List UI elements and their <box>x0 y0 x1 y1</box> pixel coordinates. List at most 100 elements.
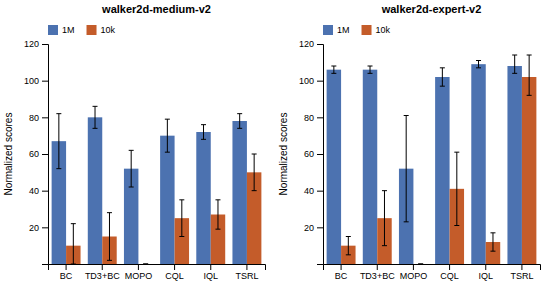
tick-label: TSRL <box>510 271 533 281</box>
title: walker2d-medium-v2 <box>101 3 211 15</box>
error-bars <box>71 154 257 264</box>
legend-label: 10k <box>101 25 116 35</box>
tick-label: IQL <box>478 271 493 281</box>
tick-mark <box>377 264 378 270</box>
legend: 1M 10k <box>48 25 116 35</box>
error-bar <box>368 66 373 73</box>
error-bar <box>346 237 351 255</box>
error-bar <box>129 150 134 187</box>
tick: IQL <box>478 264 493 281</box>
legend-item: 10k <box>87 25 116 35</box>
tick-mark <box>174 264 175 270</box>
bar <box>232 121 246 264</box>
tick-mark <box>341 264 342 270</box>
tick-label: 100 <box>24 76 39 86</box>
tick: 120 <box>299 39 323 49</box>
legend-swatch <box>362 25 372 35</box>
tick-mark <box>413 264 414 270</box>
error-bar <box>215 200 220 229</box>
legend-item: 1M <box>323 25 350 35</box>
error-bar <box>237 114 242 129</box>
tick-label: 40 <box>304 186 314 196</box>
bar <box>413 264 427 265</box>
legend-item: 10k <box>362 25 391 35</box>
tick-mark <box>485 264 486 270</box>
x-axis: BCTD3+BCMOPOCQLIQLTSRL <box>324 264 541 281</box>
tick: TSRL <box>235 264 258 281</box>
tick: MOPO <box>400 264 428 281</box>
tick: TD3+BC <box>85 264 120 281</box>
tick-mark <box>317 191 323 192</box>
tick-label: 20 <box>304 223 314 233</box>
title: walker2d-expert-v2 <box>381 3 482 15</box>
tick-label: 80 <box>29 113 39 123</box>
y-axis: 20 40 60 80 100 120 <box>24 39 49 264</box>
tick-mark <box>210 264 211 270</box>
axis-line <box>317 45 324 265</box>
error-bar <box>490 233 495 251</box>
tick: 20 <box>29 223 48 233</box>
tick-label: 120 <box>299 39 314 49</box>
error-bar <box>56 114 61 169</box>
tick-label: 120 <box>24 39 39 49</box>
error-bar <box>165 119 170 152</box>
error-bar <box>331 66 336 73</box>
bar-series <box>52 117 247 264</box>
error-bar <box>527 55 532 95</box>
tick: 60 <box>29 149 48 159</box>
axis-line <box>42 45 49 265</box>
tick: BC <box>335 264 348 281</box>
tick: 120 <box>24 39 48 49</box>
tick-mark <box>317 117 323 118</box>
tick-mark <box>42 191 48 192</box>
error-bar <box>382 191 387 246</box>
error-bar <box>454 152 459 225</box>
bar-series <box>327 64 522 264</box>
tick-label: 40 <box>29 186 39 196</box>
tick-label: IQL <box>203 271 218 281</box>
tick: 80 <box>304 113 323 123</box>
tick-mark <box>42 154 48 155</box>
tick-label: 60 <box>304 149 314 159</box>
legend-swatch <box>323 25 333 35</box>
axis-line <box>49 265 266 271</box>
tick-mark <box>317 44 323 45</box>
tick: 80 <box>29 113 48 123</box>
tick-mark <box>449 264 450 270</box>
tick: TSRL <box>510 264 533 281</box>
tick-mark <box>42 227 48 228</box>
bar <box>138 264 152 265</box>
tick-label: 60 <box>29 149 39 159</box>
tick-mark <box>246 264 247 270</box>
error-bars <box>331 55 517 222</box>
tick-mark <box>66 264 67 270</box>
bar <box>471 64 485 264</box>
tick-mark <box>317 81 323 82</box>
tick: 60 <box>304 149 323 159</box>
x-axis: BCTD3+BCMOPOCQLIQLTSRL <box>49 264 266 281</box>
legend-label: 1M <box>62 25 75 35</box>
bar <box>327 70 341 264</box>
tick: TD3+BC <box>360 264 395 281</box>
tick: 100 <box>299 76 323 86</box>
legend-swatch <box>87 25 97 35</box>
legend-label: 10k <box>376 25 391 35</box>
axis-line <box>324 265 541 271</box>
tick: 100 <box>24 76 48 86</box>
tick-mark <box>521 264 522 270</box>
legend-item: 1M <box>48 25 75 35</box>
tick-label: 80 <box>304 113 314 123</box>
error-bar <box>143 264 148 265</box>
bar <box>160 136 174 264</box>
tick: 40 <box>29 186 48 196</box>
legend-label: 1M <box>337 25 350 35</box>
error-bar <box>201 125 206 140</box>
tick-label: 20 <box>29 223 39 233</box>
plot-area <box>52 106 262 264</box>
tick-label: 100 <box>299 76 314 86</box>
error-bar <box>476 61 481 68</box>
y-axis-title: Normalized scores <box>3 113 14 196</box>
tick: 20 <box>304 223 323 233</box>
tick-label: CQL <box>165 271 184 281</box>
tick-label: TD3+BC <box>360 271 395 281</box>
